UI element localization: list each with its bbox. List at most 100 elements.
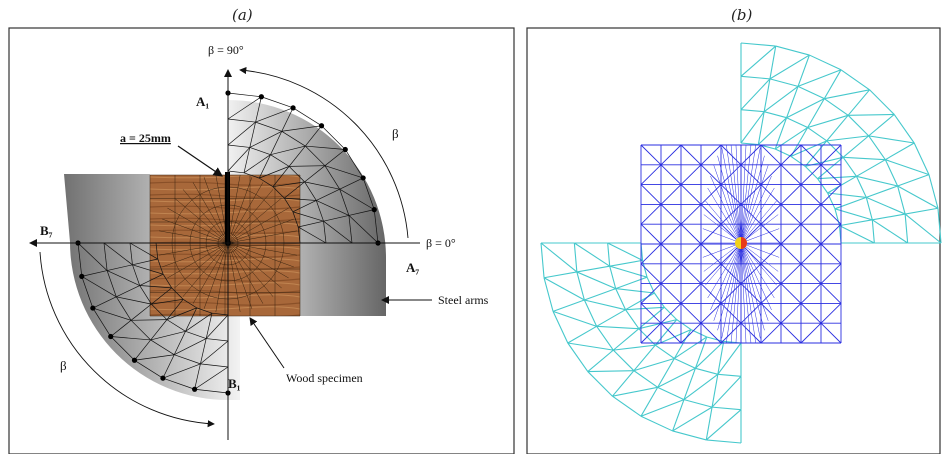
mesh-edge [800, 164, 822, 185]
mesh-edge [705, 200, 742, 244]
mesh-edge [339, 188, 375, 210]
mesh-edge [174, 354, 201, 365]
mesh-edge [640, 263, 662, 284]
mesh-edge [660, 184, 682, 205]
mesh-edge [305, 125, 322, 147]
mesh-edge [711, 374, 719, 408]
mesh-edge [348, 215, 379, 244]
mesh-edge [717, 342, 742, 375]
mesh-edge [640, 243, 662, 265]
mesh-edge [615, 288, 655, 294]
mesh-edge [700, 263, 722, 284]
mesh-node [258, 94, 264, 100]
mesh-edge [640, 415, 673, 432]
mesh-edge [800, 223, 822, 245]
mesh-edge [800, 184, 822, 205]
mesh-node [318, 123, 325, 129]
mesh-edge [702, 228, 742, 244]
mesh-edge [673, 329, 692, 359]
mesh-edge [710, 242, 742, 311]
mesh-edge [92, 307, 132, 321]
mesh-edge [151, 287, 172, 305]
mesh-edge [540, 242, 578, 273]
mesh-edge [638, 319, 677, 330]
mesh-edge [672, 430, 707, 441]
mesh-edge [660, 303, 682, 324]
beta-90-label: β = 90° [208, 43, 244, 57]
mesh-edge [842, 156, 857, 177]
mesh-edge [227, 174, 241, 244]
mesh-edge [130, 320, 151, 341]
mesh-edge [159, 242, 229, 256]
mesh-edge [826, 114, 849, 142]
mesh-edge [780, 322, 802, 344]
mesh-edge [720, 144, 742, 166]
mesh-node [108, 333, 114, 340]
mesh-edge [576, 271, 616, 290]
mesh-edge [842, 135, 870, 158]
mesh-edge [820, 144, 842, 166]
mesh-edge [625, 309, 640, 330]
mesh-edge [255, 121, 282, 132]
mesh-edge [227, 182, 264, 244]
mesh-edge [227, 218, 294, 244]
mesh-edge [884, 159, 899, 187]
mesh-edge [227, 177, 253, 244]
mesh-edge [227, 207, 289, 244]
mesh-edge [774, 127, 808, 150]
mesh-edge [162, 242, 229, 268]
mesh-edge [115, 296, 132, 321]
mesh-edge [640, 204, 662, 225]
mesh-edge [843, 156, 886, 161]
mesh-edge [885, 142, 915, 161]
mesh-edge [292, 200, 317, 213]
mesh-edge [820, 204, 842, 225]
mesh-edge [780, 283, 802, 304]
mesh-edge [740, 242, 780, 258]
mesh-edge [261, 96, 294, 109]
point-b7-label: B₇ [40, 223, 53, 238]
mesh-edge [740, 187, 775, 244]
mesh-edge [757, 117, 787, 145]
mesh-edge [797, 69, 842, 87]
mesh-edge [705, 242, 742, 286]
mesh-edge [786, 117, 808, 129]
mesh-edge [694, 336, 708, 369]
mesh-edge [760, 322, 782, 344]
mesh-edge [305, 145, 326, 166]
mesh-edge [215, 242, 229, 312]
mesh-edge [740, 45, 777, 77]
mesh-edge [726, 242, 742, 344]
mesh-edge [695, 367, 718, 375]
mesh-edge [928, 174, 939, 209]
mesh-edge [700, 243, 722, 265]
mesh-edge [780, 303, 802, 324]
mesh-edge [162, 354, 175, 379]
mesh-edge [255, 96, 262, 123]
mesh-edge [259, 166, 290, 179]
mesh-edge [110, 336, 151, 341]
mesh-edge [856, 175, 898, 187]
mesh-edge [790, 140, 827, 157]
mesh-edge [660, 204, 682, 225]
mesh-edge [660, 164, 682, 185]
mesh-edge [740, 155, 765, 244]
mesh-edge [700, 283, 722, 304]
mesh-edge [797, 85, 825, 100]
mesh-edge [607, 242, 643, 261]
mesh-edge [281, 107, 294, 132]
panel-b-title: (b) [731, 6, 753, 24]
mesh-edge [760, 144, 782, 166]
crack-tip-marker [735, 237, 747, 249]
mesh-edge [700, 184, 722, 205]
mesh-edge [760, 303, 782, 324]
mesh-edge [807, 98, 825, 128]
mesh-edge [633, 357, 675, 372]
steel-arm-mesh [540, 42, 942, 444]
mesh-edge [730, 144, 742, 244]
mesh-edge [243, 154, 271, 174]
mesh-edge [587, 371, 613, 397]
mesh-edge [866, 196, 906, 215]
mesh-edge [316, 200, 350, 216]
mesh-edge [344, 149, 364, 179]
